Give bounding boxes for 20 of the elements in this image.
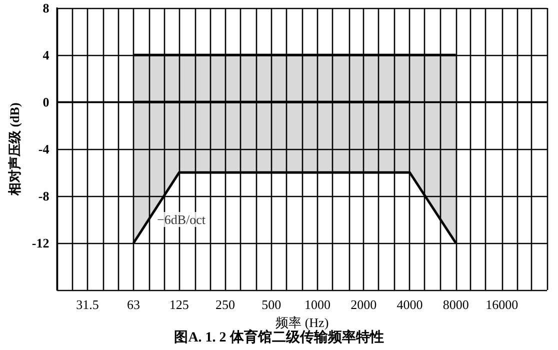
text: 图A. 1. 2 体育馆二级传输频率特性 [174,328,384,346]
y-tick-label: -4 [38,142,50,156]
annotation: −6dB/oct [157,212,206,227]
x-tick-label: 1000 [304,297,330,312]
y-tick-label: -8 [38,188,50,204]
y-tick-label: 8 [42,0,50,16]
x-tick-label: 250 [216,297,236,312]
x-tick-label: 2000 [350,297,377,312]
y-tick-label: 0 [42,94,50,110]
x-tick-label: 8000 [442,297,469,312]
x-tick-label: 500 [262,297,282,312]
y-tick-label: -12 [32,236,50,250]
x-tick-label: 16000 [486,297,518,312]
x-tick-label: 4000 [396,297,423,312]
y-axis-title: 相对声压级 (dB) [7,102,22,196]
x-tick-label: 125 [169,297,189,312]
y-tick-label: 4 [42,48,50,62]
x-tick-label: 63 [127,297,140,312]
x-axis-title: 频率 (Hz) [276,314,329,330]
x-tick-label: 31.5 [76,297,99,312]
